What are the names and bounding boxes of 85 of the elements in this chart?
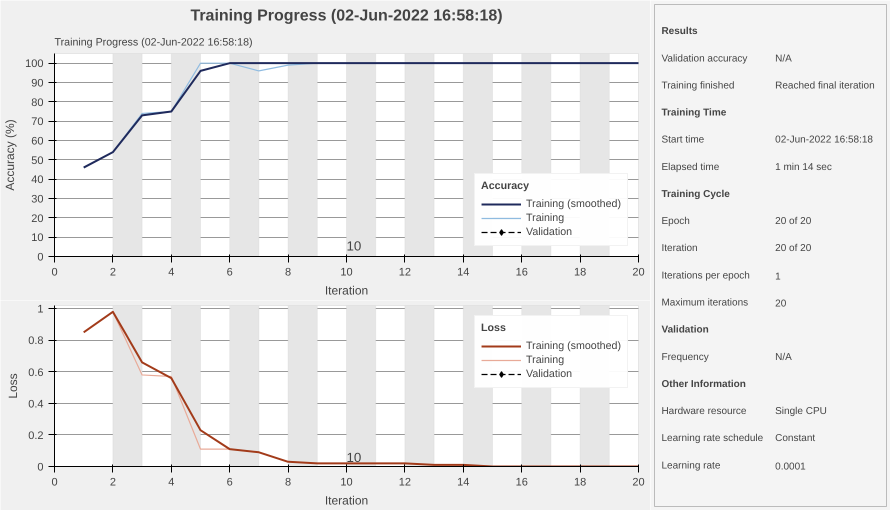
y-tick-label: 0	[37, 462, 44, 474]
y-tick-label: 10	[31, 232, 44, 244]
x-tick-label: 16	[516, 266, 528, 278]
text: Constant	[775, 433, 816, 444]
y-tick-label: 90	[31, 78, 44, 90]
text: N/A	[775, 352, 792, 363]
text: 0.0001	[775, 461, 806, 472]
y-tick-label: 0.8	[28, 335, 44, 348]
category-label: Epoch	[661, 216, 690, 228]
text: 02-Jun-2022 16:58:18	[775, 134, 873, 146]
y-tick-label: 0	[37, 252, 44, 264]
x-tick-label: 18	[574, 266, 586, 278]
category-label: Training Time	[661, 108, 727, 119]
legend-label: Training (smoothed)	[526, 339, 621, 353]
y-tick-label: 70	[31, 116, 44, 128]
legend-label: Training	[526, 211, 564, 225]
annotation: 10	[346, 238, 362, 254]
y-axis-title: Loss	[6, 373, 20, 399]
x-tick-label: 20	[632, 266, 645, 278]
x-tick-label: 2	[110, 266, 116, 278]
text: 20	[775, 298, 786, 310]
category-label: Learning rate schedule	[661, 433, 764, 444]
category-label: Maximum iterations	[661, 297, 748, 308]
text: Single CPU	[775, 406, 827, 418]
x-axis-title: Iteration	[324, 494, 368, 508]
annotation: 10	[346, 450, 362, 465]
line-series	[82, 310, 638, 466]
x-tick-label: 16	[516, 476, 528, 488]
category-label: Validation accuracy	[661, 53, 748, 64]
text: 1 min 14 sec	[775, 162, 832, 173]
x-tick-label: 0	[51, 476, 58, 488]
y-tick-label: 0.2	[28, 430, 44, 442]
legend-title: Loss	[481, 322, 507, 334]
text: 20 of 20	[775, 216, 812, 228]
x-tick-label: 14	[457, 266, 470, 278]
category-label: Results	[661, 26, 698, 38]
x-tick-label: 18	[574, 476, 586, 488]
x-tick-label: 10	[340, 266, 353, 278]
x-tick-label: 0	[51, 266, 58, 278]
chart-title: Training Progress (02-Jun-2022 16:58:18)	[190, 8, 503, 24]
category-label: Iteration	[661, 243, 698, 254]
y-tick-label: 40	[31, 174, 44, 186]
legend-label: Validation	[526, 367, 572, 381]
category-label: Training Cycle	[661, 188, 730, 200]
text: 1	[775, 271, 781, 282]
x-tick-label: 2	[110, 476, 116, 488]
legend-label: Training (smoothed)	[526, 197, 621, 211]
x-tick-label: 8	[285, 476, 292, 488]
category-label: Validation	[661, 324, 709, 336]
x-axis-title: Iteration	[324, 284, 368, 298]
x-tick-label: 4	[168, 266, 174, 278]
y-axis-title: Accuracy (%)	[3, 119, 18, 191]
x-tick-label: 12	[398, 266, 412, 278]
category-label: Start time	[661, 134, 705, 146]
category-label: Frequency	[661, 352, 709, 363]
legend-label: Validation	[526, 225, 572, 239]
legend-label: Training	[526, 353, 564, 367]
y-tick-label: 1	[37, 304, 44, 316]
legend-title: Accuracy	[481, 180, 530, 192]
text: Reached final iteration	[775, 80, 875, 92]
x-tick-label: 14	[457, 476, 470, 488]
x-tick-label: 12	[398, 476, 412, 488]
y-tick-label: 50	[31, 154, 44, 167]
category-label: Iterations per epoch	[661, 270, 750, 282]
category-label: Hardware resource	[661, 406, 747, 418]
y-tick-label: 0.6	[28, 366, 44, 379]
y-tick-label: 60	[31, 136, 44, 148]
x-tick-label: 10	[340, 476, 353, 488]
x-tick-label: 6	[226, 266, 233, 278]
x-tick-label: 20	[632, 476, 645, 488]
y-tick-label: 30	[31, 194, 44, 206]
x-tick-label: 4	[168, 476, 174, 488]
y-tick-label: 0.4	[28, 398, 44, 410]
text: N/A	[775, 53, 792, 64]
category-label: Training finished	[661, 80, 734, 92]
y-tick-label: 100	[25, 58, 44, 70]
category-label: Learning rate	[661, 460, 721, 472]
text: 20 of 20	[775, 243, 812, 254]
x-tick-label: 8	[285, 266, 292, 278]
y-tick-label: 80	[31, 96, 44, 109]
y-tick-label: 20	[31, 212, 44, 225]
category-label: Other Information	[661, 378, 746, 390]
text: Training Progress (02-Jun-2022 16:58:18)	[54, 36, 253, 48]
x-tick-label: 6	[226, 476, 233, 488]
category-label: Elapsed time	[661, 162, 720, 173]
